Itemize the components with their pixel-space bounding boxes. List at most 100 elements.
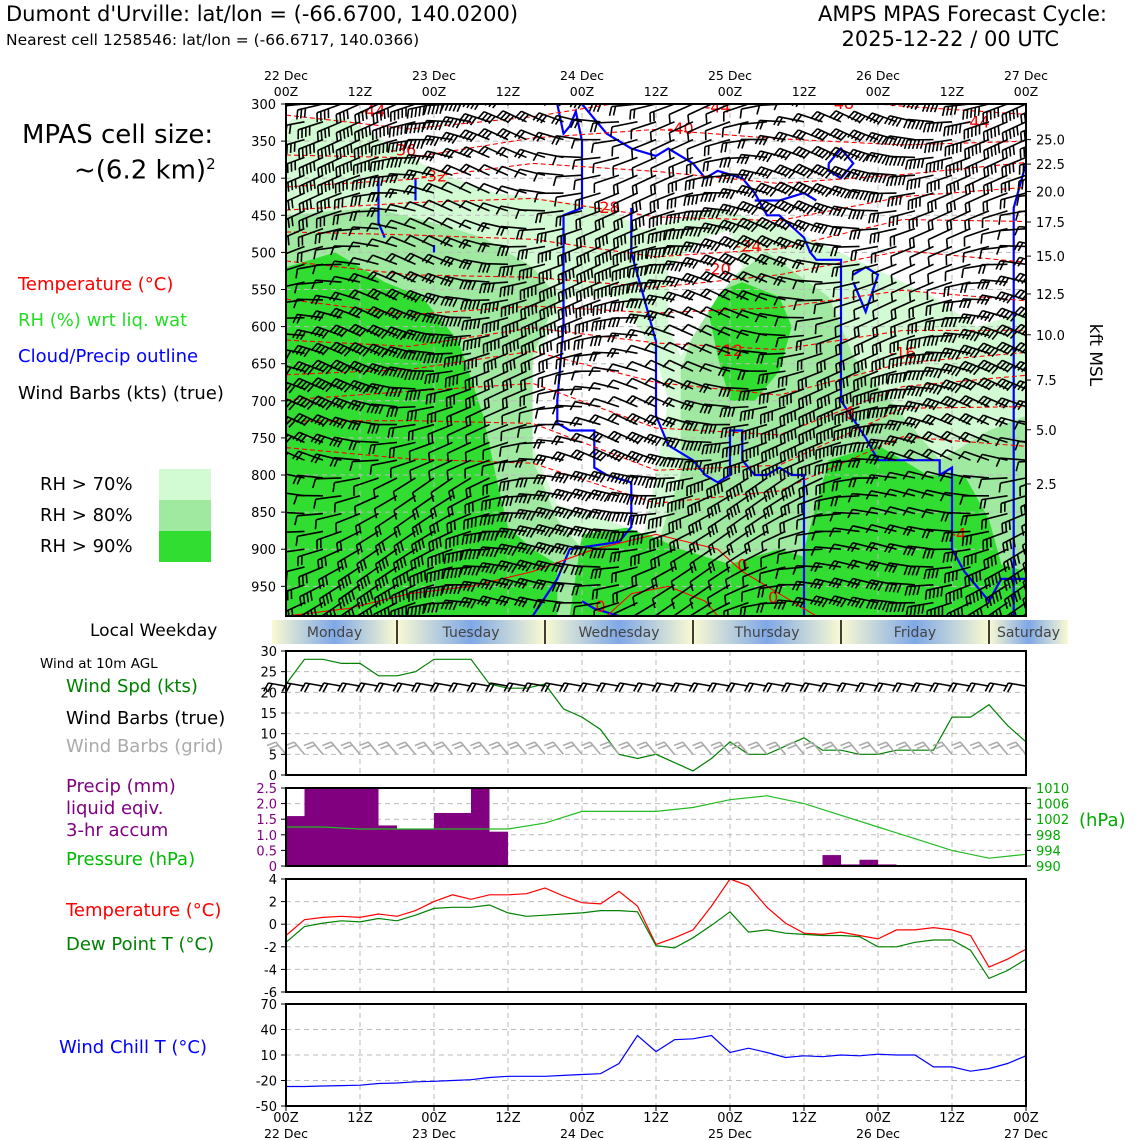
barb-feather xyxy=(484,597,492,607)
barb-feather xyxy=(870,193,876,203)
wind-barb xyxy=(294,512,324,526)
barb-feather xyxy=(444,378,447,388)
barb-feather xyxy=(377,347,385,357)
barb-shaft xyxy=(353,174,379,183)
top-hour-label: 00Z xyxy=(274,84,298,99)
barb-feather xyxy=(489,322,492,332)
barb-feather xyxy=(294,179,297,189)
barb-feather xyxy=(406,330,414,340)
barb-shaft xyxy=(286,299,305,304)
barb-feather xyxy=(367,192,372,203)
barb-feather xyxy=(501,399,505,409)
barb-shaft xyxy=(464,352,490,362)
barb-feather xyxy=(403,169,410,179)
barb-shaft xyxy=(428,253,453,266)
barb-feather xyxy=(462,240,469,250)
temperature-contour-label: 0 xyxy=(737,556,747,575)
barb-shaft xyxy=(352,459,379,463)
barb-feather xyxy=(355,345,363,354)
barb-feather xyxy=(446,569,450,579)
barb-feather xyxy=(441,569,444,580)
barb-feather xyxy=(366,403,372,413)
barb-feather xyxy=(331,230,335,241)
wind-barb xyxy=(410,530,435,555)
wind-barb xyxy=(403,289,435,303)
barb-feather xyxy=(300,555,303,566)
barb-feather xyxy=(314,234,317,245)
barb-feather xyxy=(403,329,410,339)
barb-shaft xyxy=(336,359,361,372)
barb-shaft xyxy=(372,343,398,355)
barb-feather xyxy=(265,123,268,132)
barb-feather xyxy=(425,255,433,264)
barb-shaft xyxy=(286,430,305,444)
barb-feather xyxy=(274,379,280,388)
barb-feather xyxy=(499,111,508,120)
barb-feather xyxy=(384,591,388,602)
barb-feather xyxy=(351,400,358,410)
wind-barb xyxy=(481,316,509,335)
barb-feather xyxy=(314,311,321,321)
barb-feather xyxy=(445,317,450,327)
wind-barb xyxy=(477,128,509,141)
barb-feather xyxy=(413,559,417,569)
cell-size-label: MPAS cell size: xyxy=(22,120,214,150)
barb-feather xyxy=(395,311,404,321)
barb-feather xyxy=(371,192,376,203)
barb-feather xyxy=(317,559,320,570)
barb-feather xyxy=(386,158,391,169)
barb-shaft xyxy=(668,104,694,116)
wind-barb xyxy=(403,153,435,165)
barb-feather xyxy=(423,105,428,115)
barb-feather xyxy=(488,302,492,313)
barb-feather xyxy=(454,336,458,347)
barb-feather xyxy=(314,519,318,530)
barb-shaft xyxy=(412,495,435,512)
barb-feather xyxy=(351,291,359,300)
barb-feather xyxy=(371,130,374,141)
barb-feather xyxy=(516,339,520,350)
barb-feather xyxy=(402,590,405,601)
barb-feather xyxy=(421,166,429,176)
barb-feather xyxy=(445,539,448,549)
barb-shaft xyxy=(445,131,472,141)
wind-barb xyxy=(318,584,342,609)
barb-feather xyxy=(495,165,503,175)
barb-feather xyxy=(497,320,500,330)
barb-feather xyxy=(500,246,506,257)
wind-barb xyxy=(440,181,472,194)
wind-barb xyxy=(440,116,472,129)
wind-barb xyxy=(388,441,416,459)
barb-feather xyxy=(320,558,324,568)
wind-barb xyxy=(348,440,379,451)
wind-barb xyxy=(297,227,324,247)
barb-feather xyxy=(692,179,695,189)
barb-feather xyxy=(474,104,481,111)
barb-feather xyxy=(466,104,473,109)
wind-barb xyxy=(373,584,398,608)
barb-feather xyxy=(296,253,299,263)
barb-feather xyxy=(320,148,324,159)
barb-feather xyxy=(354,525,359,536)
barb-feather xyxy=(321,382,330,391)
barb-feather xyxy=(840,208,847,218)
barb-feather xyxy=(738,124,742,134)
barb-feather xyxy=(370,146,373,157)
barb-feather xyxy=(499,561,506,571)
barb-shaft xyxy=(427,566,453,575)
barb-feather xyxy=(314,397,323,406)
wind-barb xyxy=(649,192,675,212)
barb-feather xyxy=(276,127,281,136)
barb-feather xyxy=(261,337,265,346)
barb-shaft xyxy=(316,512,342,521)
wind-barb xyxy=(501,316,527,337)
barb-feather xyxy=(430,492,435,503)
barb-feather xyxy=(414,332,421,342)
wind-barb xyxy=(333,495,361,513)
barb-feather xyxy=(373,508,378,519)
barb-feather xyxy=(267,236,274,245)
wind-barb xyxy=(483,423,509,444)
wind-barb xyxy=(440,164,472,176)
barb-feather xyxy=(468,379,471,389)
barb-shaft xyxy=(297,344,324,355)
